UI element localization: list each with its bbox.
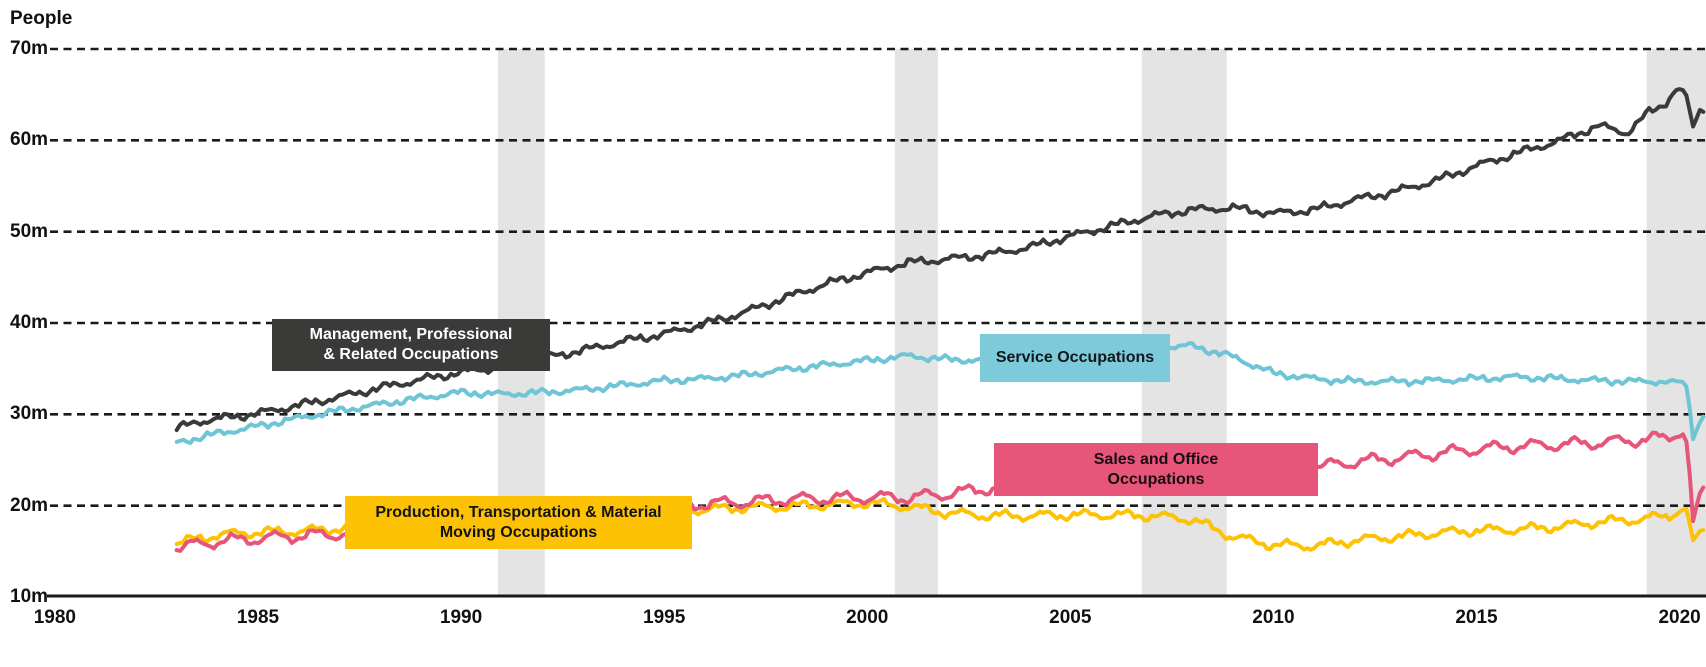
series-line-management — [174, 87, 1706, 433]
y-tick-label: 70m — [10, 38, 49, 59]
series-label-line: Management, Professional — [309, 326, 513, 343]
series-label-production: Production, Transportation & Material Mov… — [345, 496, 692, 549]
series-label-line: Production, Transportation & Material — [375, 503, 662, 521]
x-tick-label: 1985 — [236, 607, 280, 628]
x-tick-label: 1995 — [643, 607, 686, 628]
x-tick-label: 2015 — [1455, 607, 1498, 628]
series-label-line: Service Occupations — [995, 349, 1155, 366]
x-tick-label: 2010 — [1252, 607, 1295, 628]
series-label-line: Moving Occupations — [439, 523, 598, 541]
series-line-service — [174, 341, 1706, 445]
series-label-line: Occupations — [1107, 470, 1205, 488]
x-tick-label: 1980 — [33, 607, 76, 628]
series-label-service: Service Occupations — [980, 334, 1170, 382]
x-tick-label: 2005 — [1049, 607, 1092, 628]
series-label-line: Sales and Office — [1093, 450, 1219, 468]
x-tick-label: 1990 — [439, 607, 483, 628]
y-tick-label: 60m — [10, 129, 49, 151]
y-tick-label: 30m — [10, 403, 49, 425]
y-tick-label: 10m — [10, 586, 49, 607]
y-axis-title: People — [10, 8, 73, 29]
y-tick-label: 40m — [10, 312, 49, 333]
series-label-line: & Related Occupations — [323, 346, 499, 363]
series-label-sales: Sales and Office Occupations — [994, 443, 1318, 496]
series-label-management: Management, Professional & Related Occupa… — [272, 319, 550, 371]
y-tick-label: 50m — [10, 220, 49, 242]
y-tick-label: 20m — [10, 494, 49, 516]
x-tick-label: 2020 — [1658, 607, 1701, 628]
x-tick-label: 2000 — [846, 607, 889, 628]
